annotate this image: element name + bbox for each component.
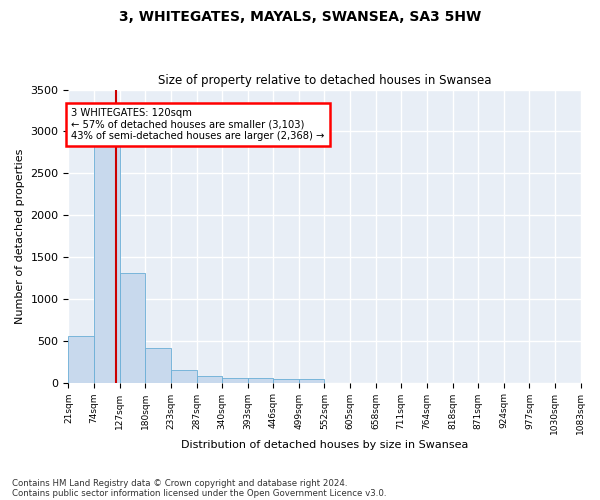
Bar <box>197 376 222 382</box>
Bar <box>170 370 197 382</box>
Text: 3 WHITEGATES: 120sqm
← 57% of detached houses are smaller (3,103)
43% of semi-de: 3 WHITEGATES: 120sqm ← 57% of detached h… <box>71 108 325 141</box>
Text: Contains HM Land Registry data © Crown copyright and database right 2024.: Contains HM Land Registry data © Crown c… <box>12 478 347 488</box>
Title: Size of property relative to detached houses in Swansea: Size of property relative to detached ho… <box>158 74 491 87</box>
Bar <box>222 378 248 382</box>
Bar <box>248 378 274 382</box>
Bar <box>119 273 145 382</box>
Bar <box>299 379 325 382</box>
Text: 3, WHITEGATES, MAYALS, SWANSEA, SA3 5HW: 3, WHITEGATES, MAYALS, SWANSEA, SA3 5HW <box>119 10 481 24</box>
Bar <box>274 379 299 382</box>
Text: Contains public sector information licensed under the Open Government Licence v3: Contains public sector information licen… <box>12 488 386 498</box>
X-axis label: Distribution of detached houses by size in Swansea: Distribution of detached houses by size … <box>181 440 468 450</box>
Bar <box>94 138 119 382</box>
Y-axis label: Number of detached properties: Number of detached properties <box>15 148 25 324</box>
Bar <box>145 348 170 382</box>
Bar <box>68 336 94 382</box>
